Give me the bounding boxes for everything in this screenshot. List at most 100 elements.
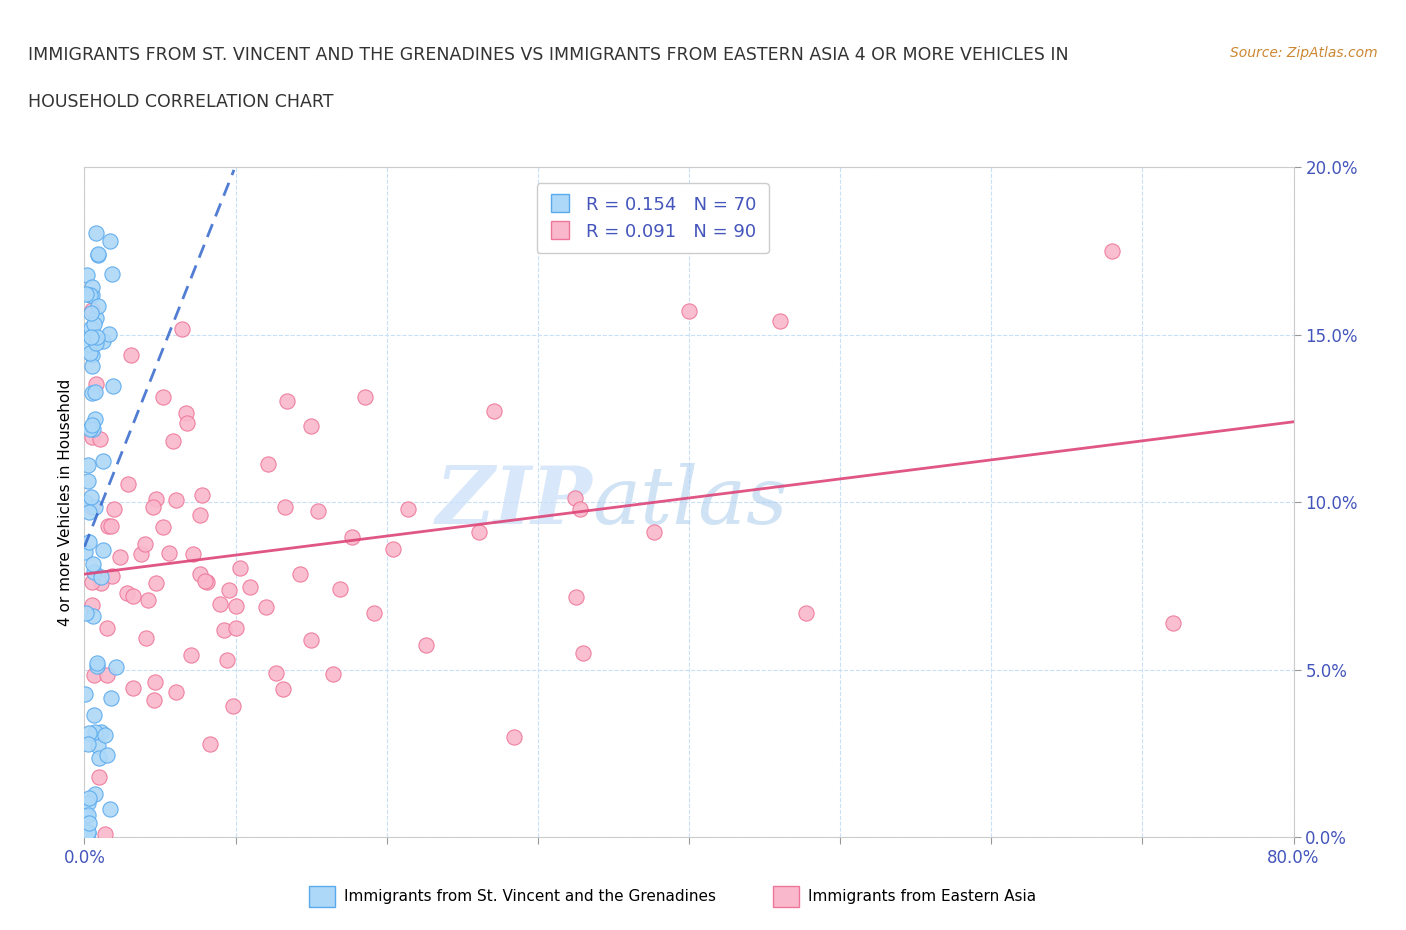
Point [77, 473, 100, 488]
Point [75, 809, 97, 824]
Point [76, 458, 98, 472]
Point [96, 621, 118, 636]
Point [90, 724, 112, 739]
Point [91, 453, 114, 468]
Point [98, 802, 121, 817]
Point [170, 322, 193, 337]
Point [89, 769, 111, 784]
Point [93, 826, 115, 841]
Point [76, 825, 98, 840]
Point [79, 287, 101, 302]
Point [571, 645, 593, 660]
Point [77, 535, 100, 550]
Point [87, 751, 110, 765]
Point [229, 561, 252, 576]
Point [181, 546, 204, 561]
Point [83, 565, 105, 579]
Point [80, 418, 103, 432]
Point [90, 575, 112, 590]
Point [83, 724, 105, 739]
Point [162, 433, 184, 448]
Point [75, 544, 97, 559]
Point [86, 246, 108, 261]
Point [96, 668, 118, 683]
Point [340, 530, 363, 545]
Point [299, 632, 322, 647]
Point [145, 576, 167, 591]
Point [100, 691, 122, 706]
Point [143, 693, 166, 708]
Point [77, 737, 100, 751]
Point [103, 501, 125, 516]
Point [75, 605, 97, 620]
Point [75, 494, 97, 509]
Point [195, 575, 218, 590]
Point [82, 430, 104, 445]
Point [82, 608, 104, 623]
Legend: R = 0.154   N = 70, R = 0.091   N = 90: R = 0.154 N = 70, R = 0.091 N = 90 [537, 183, 769, 254]
Point [83, 668, 105, 683]
Point [1101, 244, 1123, 259]
Point [98, 233, 121, 248]
Point [87, 738, 110, 753]
Point [76, 825, 98, 840]
Point [77, 816, 100, 830]
Point [769, 314, 792, 329]
Point [120, 348, 142, 363]
Point [136, 592, 159, 607]
Point [90, 569, 112, 584]
Point [142, 500, 165, 515]
Point [86, 329, 108, 344]
Point [1161, 616, 1184, 631]
Point [86, 655, 108, 670]
Point [468, 525, 491, 539]
Point [79, 421, 101, 436]
Point [100, 519, 122, 534]
Point [84, 377, 107, 392]
Point [794, 606, 817, 621]
Point [79, 306, 101, 321]
Point [101, 266, 124, 281]
Point [396, 501, 419, 516]
Point [83, 499, 105, 514]
Point [84, 336, 107, 351]
Point [564, 490, 586, 505]
Point [145, 491, 167, 506]
Point [87, 299, 110, 313]
Point [482, 404, 505, 418]
Point [80, 302, 103, 317]
Point [165, 685, 187, 700]
Point [87, 248, 110, 263]
Text: HOUSEHOLD CORRELATION CHART: HOUSEHOLD CORRELATION CHART [28, 93, 333, 111]
Point [83, 787, 105, 802]
Point [122, 681, 145, 696]
Point [79, 345, 101, 360]
Point [80, 489, 103, 504]
Point [218, 582, 240, 597]
Point [80, 574, 103, 589]
Point [103, 379, 125, 393]
Point [174, 405, 197, 420]
Point [222, 698, 245, 713]
Point [276, 393, 298, 408]
Point [76, 267, 98, 282]
Point [215, 653, 238, 668]
Point [97, 519, 120, 534]
Point [117, 476, 139, 491]
Point [89, 432, 111, 446]
Point [84, 412, 107, 427]
Point [678, 304, 700, 319]
Point [415, 637, 437, 652]
Point [602, 217, 624, 232]
Point [122, 589, 145, 604]
Point [299, 418, 322, 433]
Point [239, 579, 262, 594]
Point [101, 569, 124, 584]
Point [152, 390, 174, 405]
Point [115, 585, 138, 600]
Point [79, 505, 101, 520]
Point [84, 311, 107, 325]
Point [569, 501, 592, 516]
Point [80, 499, 103, 514]
Point [134, 537, 156, 551]
